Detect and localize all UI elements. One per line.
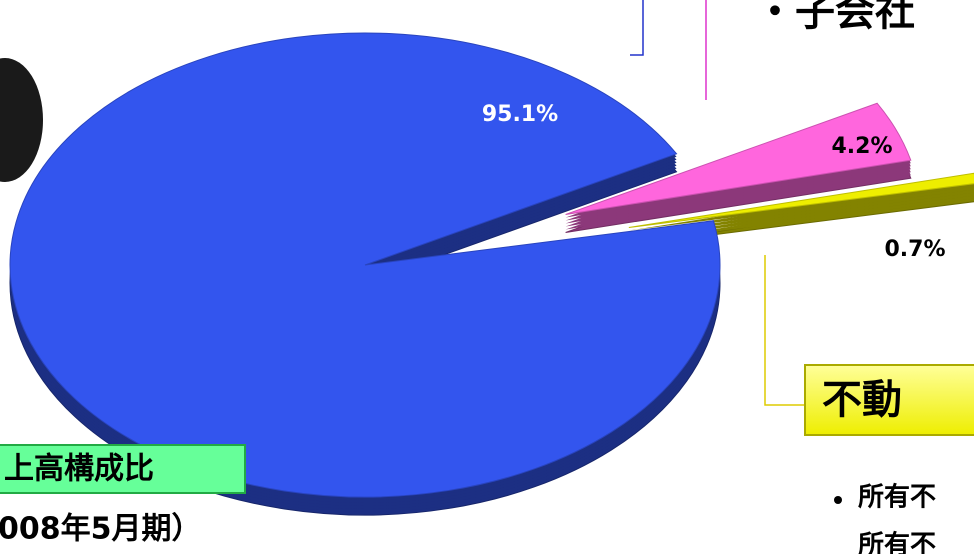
pie: 95.1% 4.2% 0.7% [10, 33, 974, 515]
segment-title: 不動 [822, 377, 902, 423]
connector [765, 255, 805, 405]
data-label: 4.2% [831, 134, 892, 159]
slide: ・子会社 95.1% 4.2% 0.7% 上高構成比 008年5月期） 不動 所有不… [0, 0, 974, 554]
chart-title: 上高構成比 [4, 452, 154, 487]
connector [630, 0, 643, 55]
bullet-text: 所有不 [858, 483, 936, 513]
slice [10, 33, 720, 497]
bullet-text: 所有不 [858, 531, 936, 554]
photo [0, 58, 43, 182]
bullet [834, 496, 842, 504]
period: 008年5月期） [0, 512, 202, 547]
data-label: 0.7% [884, 237, 945, 262]
data-label: 95.1% [482, 102, 558, 127]
subsidiary-label: ・子会社 [755, 0, 915, 35]
